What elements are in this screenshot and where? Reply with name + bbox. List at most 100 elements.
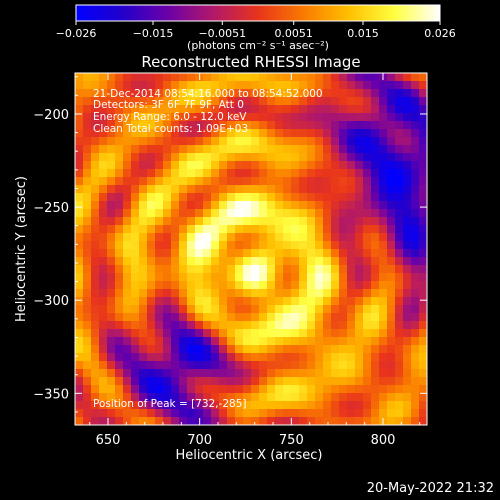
heatmap-cell — [403, 401, 412, 410]
heatmap-cell — [267, 345, 276, 354]
heatmap-cell — [307, 329, 316, 338]
heatmap-cell — [347, 321, 356, 330]
heatmap-cell — [395, 297, 404, 306]
heatmap-cell — [259, 329, 268, 338]
heatmap-cell — [107, 145, 116, 154]
heatmap-cell — [419, 201, 427, 210]
heatmap-cell — [387, 377, 396, 386]
heatmap-cell — [155, 217, 164, 226]
heatmap-cell — [155, 89, 164, 98]
heatmap-cell — [107, 273, 116, 282]
heatmap-cell — [339, 193, 348, 202]
heatmap-cell — [379, 241, 388, 250]
heatmap-cell — [299, 401, 308, 410]
heatmap-cell — [203, 289, 212, 298]
heatmap-cell — [251, 73, 260, 82]
heatmap-cell — [355, 105, 364, 114]
heatmap-cell — [107, 297, 116, 306]
heatmap-cell — [307, 345, 316, 354]
heatmap-cell — [323, 209, 332, 218]
heatmap-cell — [419, 401, 427, 410]
heatmap-cell — [147, 193, 156, 202]
heatmap-cell — [419, 121, 427, 130]
heatmap-cell — [195, 89, 204, 98]
heatmap-cell — [203, 273, 212, 282]
heatmap-cell — [123, 121, 132, 130]
heatmap-cell — [115, 145, 124, 154]
heatmap-cell — [155, 121, 164, 130]
heatmap-cell — [411, 233, 420, 242]
heatmap-cell — [251, 89, 260, 98]
heatmap-cell — [123, 321, 132, 330]
heatmap-cell — [227, 329, 236, 338]
heatmap-cell — [371, 361, 380, 370]
heatmap-cell — [179, 401, 188, 410]
heatmap-cell — [155, 137, 164, 146]
heatmap-cell — [267, 393, 276, 402]
heatmap-cell — [323, 233, 332, 242]
heatmap-cell — [363, 265, 372, 274]
heatmap-cell — [323, 129, 332, 138]
heatmap-cell — [139, 345, 148, 354]
heatmap-cell — [259, 393, 268, 402]
heatmap-cell — [419, 129, 427, 138]
heatmap-cell — [123, 105, 132, 114]
heatmap-cell — [91, 241, 100, 250]
heatmap-cell — [275, 209, 284, 218]
heatmap-cell — [107, 225, 116, 234]
heatmap-cell — [323, 305, 332, 314]
heatmap-cell — [155, 377, 164, 386]
heatmap-cell — [299, 281, 308, 290]
heatmap-cell — [155, 321, 164, 330]
heatmap-cell — [275, 81, 284, 90]
heatmap-cell — [131, 313, 140, 322]
heatmap-cell — [83, 321, 92, 330]
heatmap-cell — [363, 137, 372, 146]
heatmap-cell — [219, 209, 228, 218]
heatmap-cell — [235, 97, 244, 106]
heatmap-cell — [235, 121, 244, 130]
heatmap-cell — [83, 281, 92, 290]
heatmap-cell — [275, 185, 284, 194]
heatmap-cell — [395, 321, 404, 330]
heatmap-cell — [235, 329, 244, 338]
heatmap-cell — [307, 185, 316, 194]
heatmap-cell — [371, 145, 380, 154]
heatmap-cell — [355, 73, 364, 82]
heatmap-cell — [339, 129, 348, 138]
heatmap-cell — [211, 297, 220, 306]
heatmap-cell — [115, 257, 124, 266]
heatmap-cell — [291, 105, 300, 114]
heatmap-cell — [139, 177, 148, 186]
heatmap-cell — [163, 345, 172, 354]
heatmap-cell — [235, 401, 244, 410]
heatmap-cell — [115, 113, 124, 122]
heatmap-cell — [107, 241, 116, 250]
heatmap-cell — [339, 249, 348, 258]
heatmap-cell — [339, 169, 348, 178]
heatmap-cell — [243, 89, 252, 98]
heatmap-cell — [251, 129, 260, 138]
heatmap-cell — [355, 313, 364, 322]
heatmap-cell — [203, 161, 212, 170]
heatmap-cell — [291, 369, 300, 378]
heatmap-cell — [331, 345, 340, 354]
heatmap-cell — [123, 81, 132, 90]
heatmap-cell — [323, 105, 332, 114]
heatmap-cell — [251, 185, 260, 194]
heatmap-cell — [107, 193, 116, 202]
heatmap-cell — [307, 281, 316, 290]
heatmap-cell — [227, 185, 236, 194]
heatmap-cell — [243, 105, 252, 114]
heatmap-cell — [395, 305, 404, 314]
heatmap-cell — [139, 297, 148, 306]
heatmap-cell — [171, 337, 180, 346]
heatmap-cell — [99, 249, 108, 258]
heatmap-cell — [275, 329, 284, 338]
heatmap-cell — [139, 217, 148, 226]
heatmap-cell — [147, 273, 156, 282]
heatmap-cell — [107, 289, 116, 298]
heatmap-cell — [259, 217, 268, 226]
heatmap-cell — [147, 145, 156, 154]
heatmap-cell — [363, 97, 372, 106]
